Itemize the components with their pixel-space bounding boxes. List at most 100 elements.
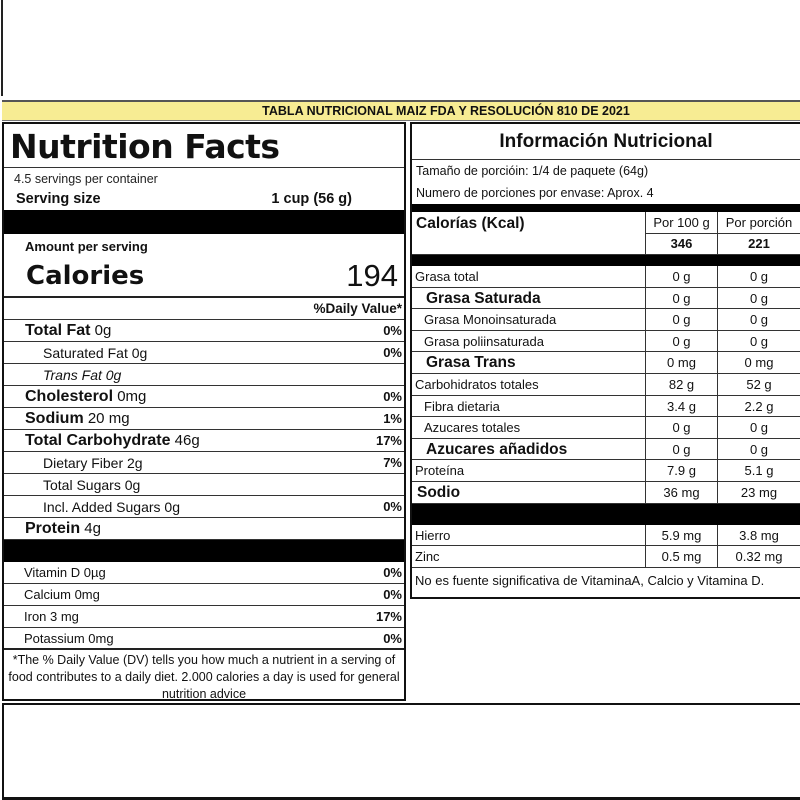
daily-value-percent: 17% <box>375 609 402 624</box>
nutrition-facts-title: Nutrition Facts <box>4 124 404 168</box>
nutrient-row: Cholesterol 0mg 0% <box>4 386 404 408</box>
micronutrient-row: Calcium 0mg 0% <box>4 584 404 606</box>
serving-size-label: Serving size <box>16 191 101 207</box>
micronutrient-row: Vitamin D 0µg 0% <box>4 562 404 584</box>
nutrient-name: Hierro <box>415 527 451 543</box>
calories-row: Calories 194 <box>4 256 404 298</box>
divider-bar <box>4 210 404 234</box>
daily-value-percent: 0% <box>383 389 402 404</box>
nutrient-name: Saturated Fat 0g <box>43 342 147 363</box>
value-per-100g: 0 mg <box>645 352 717 373</box>
micronutrient-name: Vitamin D 0µg <box>24 565 106 580</box>
calories-label: Calories <box>26 261 145 291</box>
daily-value-percent: 0% <box>383 499 402 514</box>
nutrient-name: Dietary Fiber 2g <box>43 452 143 473</box>
value-per-100g: 36 mg <box>645 481 717 503</box>
value-per-100g: 3.4 g <box>645 395 717 417</box>
nutrient-row: Total Fat 0g 0% <box>4 320 404 342</box>
daily-value-header-text: %Daily Value* <box>313 301 402 316</box>
divider-bar <box>412 503 800 525</box>
value-per-100g: 0.5 mg <box>645 546 717 567</box>
nutrient-row: Zinc 0.5 mg 0.32 mg <box>412 546 800 568</box>
nutrient-name: Trans Fat 0g <box>43 364 121 385</box>
calories-per-portion: 221 <box>748 236 770 251</box>
value-per-portion: 0 g <box>717 266 800 287</box>
nutrient-amount: 0g <box>94 322 112 339</box>
nutrient-row: Saturated Fat 0g 0% <box>4 342 404 364</box>
nutrient-amount: 20 mg <box>87 410 130 427</box>
col-per-100g: Por 100 g <box>646 212 717 234</box>
nutrient-name: Grasa Monoinsaturada <box>424 312 557 328</box>
nutrient-name: Sodium 20 mg <box>25 408 130 429</box>
nutrient-name: Total Fat 0g <box>25 320 111 341</box>
nutrient-row: Total Sugars 0g <box>4 474 404 496</box>
value-per-portion: 0 g <box>717 438 800 460</box>
value-per-100g: 0 g <box>645 266 717 287</box>
value-per-portion: 3.8 mg <box>717 524 800 546</box>
nutrient-name: Protein 4g <box>25 518 101 539</box>
nutrient-label: Saturated Fat 0g <box>43 345 148 361</box>
portion-size: Tamaño de porcióin: 1/4 de paquete (64g) <box>416 164 649 178</box>
value-per-portion: 0 g <box>717 287 800 309</box>
daily-value-header: %Daily Value* <box>4 298 404 320</box>
divider-bar <box>412 255 800 266</box>
value-per-portion: 0.32 mg <box>717 546 800 567</box>
micronutrient-row: Iron 3 mg 17% <box>4 606 404 628</box>
value-per-100g: 0 g <box>645 330 717 352</box>
daily-value-percent: 0% <box>383 345 402 360</box>
nutrient-row: Sodio 36 mg 23 mg <box>412 481 800 504</box>
nutrient-amount: 46g <box>174 432 200 449</box>
micronutrient-name: Potassium 0mg <box>24 631 114 646</box>
value-per-100g: 0 g <box>645 417 717 438</box>
daily-value-percent: 17% <box>375 433 402 448</box>
frame-line <box>1 0 3 96</box>
nutrition-facts-panel: Nutrition Facts 4.5 servings per contain… <box>2 122 406 701</box>
nutrient-name: Fibra dietaria <box>424 398 500 414</box>
value-per-100g: 5.9 mg <box>645 524 717 546</box>
nutrient-label: Total Sugars 0g <box>43 477 141 493</box>
calories-header: Calorías (Kcal) Por 100 g 346 Por porció… <box>412 212 800 255</box>
micronutrient-row: Potassium 0mg 0% <box>4 628 404 650</box>
value-per-portion: 0 mg <box>717 352 800 373</box>
value-per-100g: 0 g <box>645 309 717 330</box>
nutrient-label: Cholesterol <box>25 388 114 405</box>
nutrient-label: Total Carbohydrate <box>25 432 171 449</box>
nutrient-row: Proteína 7.9 g 5.1 g <box>412 460 800 482</box>
micronutrient-name: Iron 3 mg <box>24 609 79 624</box>
nutrient-name: Grasa Trans <box>426 354 516 372</box>
daily-value-percent: 7% <box>383 455 402 470</box>
value-per-portion: 0 g <box>717 330 800 352</box>
nutrient-label: Total Fat <box>25 322 91 339</box>
calories-value: 194 <box>346 258 398 293</box>
nutrient-row: Hierro 5.9 mg 3.8 mg <box>412 524 800 547</box>
nutrient-row: Protein 4g <box>4 518 404 540</box>
nutrient-row: Sodium 20 mg 1% <box>4 408 404 430</box>
value-per-portion: 5.1 g <box>717 460 800 481</box>
value-per-portion: 23 mg <box>717 481 800 503</box>
nutrient-name: Azucares totales <box>424 420 521 436</box>
nutrient-row: Carbohidratos totales 82 g 52 g <box>412 373 800 396</box>
daily-value-percent: 0% <box>383 323 402 338</box>
value-per-portion: 2.2 g <box>717 395 800 417</box>
calories-per-100g: 346 <box>670 236 693 251</box>
daily-value-percent: 0% <box>383 587 402 602</box>
nutrient-label: Trans Fat 0g <box>43 367 122 383</box>
nutrient-label: Protein <box>25 520 81 537</box>
col-per-portion: Por porción <box>718 212 800 234</box>
nutrient-name: Proteína <box>415 463 465 479</box>
nutrient-name: Zinc <box>415 549 440 565</box>
footnote: *The % Daily Value (DV) tells you how mu… <box>8 653 400 701</box>
nutrient-name: Sodio <box>417 483 461 501</box>
daily-value-percent: 1% <box>383 411 402 426</box>
nutrient-name: Azucares añadidos <box>426 440 568 458</box>
daily-value-percent: 0% <box>383 631 402 646</box>
nutrient-label: Dietary Fiber 2g <box>43 455 143 471</box>
banner-title: TABLA NUTRICIONAL MAIZ FDA Y RESOLUCIÓN … <box>2 100 800 121</box>
nutrient-label: Sodium <box>25 410 84 427</box>
nutrient-name: Grasa Saturada <box>426 289 541 307</box>
servings-per-container: 4.5 servings per container <box>14 172 158 186</box>
